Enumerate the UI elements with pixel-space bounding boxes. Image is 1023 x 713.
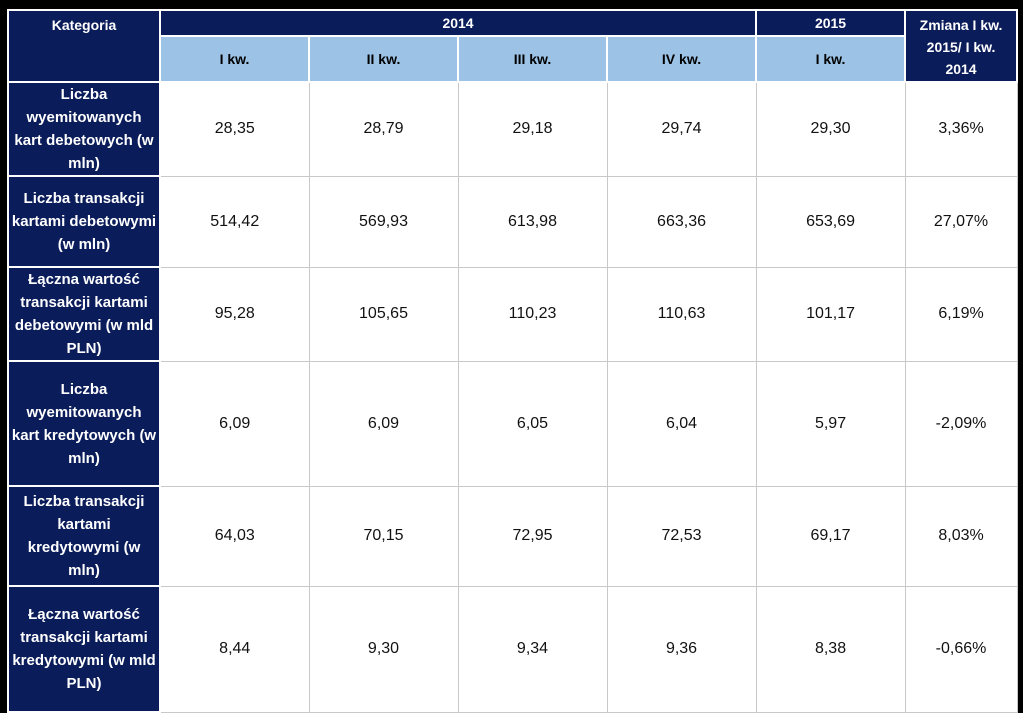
cell-value: 9,36 [606, 585, 757, 713]
cell-value: 95,28 [159, 266, 310, 362]
cell-value: 64,03 [159, 485, 310, 587]
cell-value: 5,97 [755, 360, 906, 487]
cell-value: 8,44 [159, 585, 310, 713]
cell-value: 70,15 [308, 485, 459, 587]
cell-value: 29,30 [755, 81, 906, 177]
table-row: Liczba wyemitowanych kart kredytowych (w… [7, 360, 1018, 487]
header-row-quarters: I kw. II kw. III kw. IV kw. I kw. [8, 35, 1017, 83]
header-2014-q1: I kw. [159, 35, 310, 83]
table-row: Liczba transakcji kartami kredytowymi (w… [7, 485, 1018, 587]
cell-value: 28,79 [308, 81, 459, 177]
row-label: Liczba wyemitowanych kart kredytowych (w… [7, 360, 161, 487]
cell-value: 29,74 [606, 81, 757, 177]
cell-change: 6,19% [904, 266, 1018, 362]
header-2015-q1: I kw. [755, 35, 907, 83]
cell-value: 28,35 [159, 81, 310, 177]
cell-value: 9,34 [457, 585, 608, 713]
cell-change: 3,36% [904, 81, 1018, 177]
table-row: Łączna wartość transakcji kartami debeto… [7, 266, 1018, 362]
cell-change: 27,07% [904, 175, 1018, 268]
cell-value: 6,09 [308, 360, 459, 487]
cell-value: 105,65 [308, 266, 459, 362]
cell-value: 653,69 [755, 175, 906, 268]
cell-change: -2,09% [904, 360, 1018, 487]
header-year-2015: 2015 [755, 9, 907, 37]
header-2014-q3: III kw. [457, 35, 608, 83]
cell-change: -0,66% [904, 585, 1018, 713]
header-2014-q2: II kw. [308, 35, 459, 83]
header-year-2014: 2014 [158, 9, 758, 37]
header-2014-q4: IV kw. [605, 35, 758, 83]
cell-value: 29,18 [457, 81, 608, 177]
row-label: Łączna wartość transakcji kartami kredyt… [7, 585, 161, 713]
cell-value: 101,17 [755, 266, 906, 362]
cell-value: 613,98 [457, 175, 608, 268]
header-category: Kategoria [7, 9, 161, 83]
cell-value: 514,42 [159, 175, 310, 268]
cards-statistics-table: Kategoria 2014 2015 Zmiana I kw. 2015/ I… [7, 9, 1019, 713]
cell-value: 6,05 [457, 360, 608, 487]
cell-value: 663,36 [606, 175, 757, 268]
table-frame: Kategoria 2014 2015 Zmiana I kw. 2015/ I… [7, 9, 1019, 713]
cell-value: 569,93 [308, 175, 459, 268]
cell-value: 69,17 [755, 485, 906, 587]
cell-value: 72,53 [606, 485, 757, 587]
header-row-years: Kategoria 2014 2015 Zmiana I kw. 2015/ I… [7, 9, 1019, 83]
row-label: Liczba transakcji kartami debetowymi (w … [7, 175, 161, 268]
row-label: Liczba transakcji kartami kredytowymi (w… [7, 485, 161, 587]
row-label: Liczba wyemitowanych kart debetowych (w … [7, 81, 161, 177]
cell-value: 8,38 [755, 585, 906, 713]
header-change: Zmiana I kw. 2015/ I kw. 2014 [904, 9, 1019, 83]
cell-value: 6,09 [159, 360, 310, 487]
table-row: Łączna wartość transakcji kartami kredyt… [7, 585, 1018, 713]
table-row: Liczba transakcji kartami debetowymi (w … [7, 175, 1018, 268]
table-row: Liczba wyemitowanych kart debetowych (w … [7, 81, 1018, 177]
cell-value: 6,04 [606, 360, 757, 487]
cell-change: 8,03% [904, 485, 1018, 587]
cell-value: 110,23 [457, 266, 608, 362]
row-label: Łączna wartość transakcji kartami debeto… [7, 266, 161, 362]
cell-value: 9,30 [308, 585, 459, 713]
cell-value: 110,63 [606, 266, 757, 362]
cell-value: 72,95 [457, 485, 608, 587]
